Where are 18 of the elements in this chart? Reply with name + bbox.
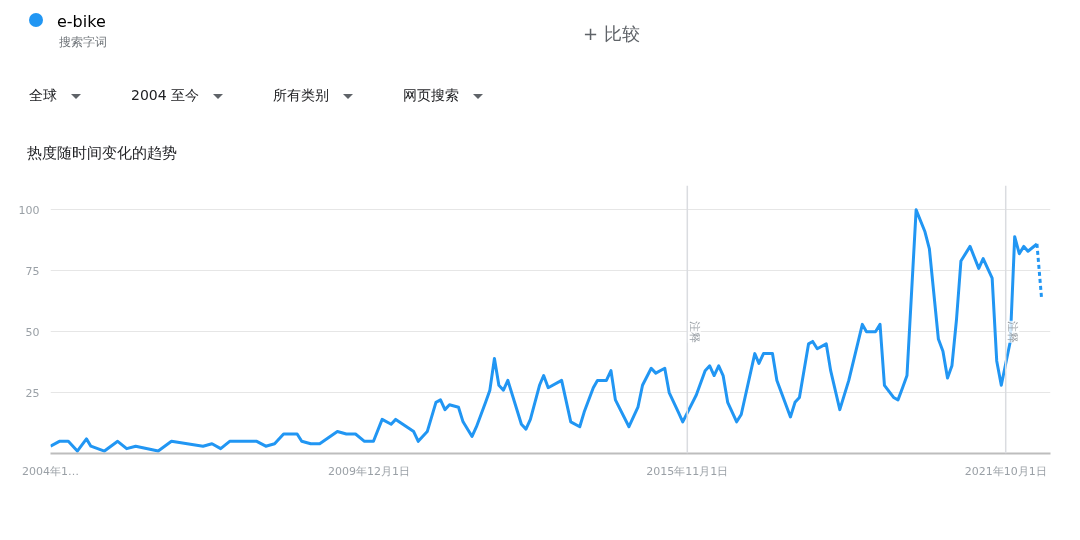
text: 搜索字词 — [59, 33, 108, 51]
y-tick-label: 75 — [25, 264, 40, 278]
legend-label: e-bike — [57, 12, 106, 31]
x-tick-label: 2021年10月1日 — [964, 464, 1047, 478]
text: + 比较 — [582, 22, 641, 46]
chart-title: 热度随时间变化的趋势 — [26, 143, 178, 164]
y-tick-label: 100 — [18, 203, 40, 217]
x-tick-label: 2004年1… — [22, 464, 79, 478]
text: 全球 — [29, 87, 58, 103]
ref-line-label: 注释 — [1006, 320, 1020, 343]
y-tick-label: 25 — [25, 386, 40, 400]
x-tick-label: 2009年12月1日 — [327, 464, 410, 478]
x-tick-label: 2015年11月1日 — [646, 464, 729, 478]
text: 所有类别 — [273, 87, 331, 103]
ref-line-label: 注释 — [687, 320, 701, 343]
y-tick-label: 50 — [25, 325, 40, 339]
text: 2004 至今 — [131, 87, 201, 103]
text: 网页搜索 — [403, 87, 461, 103]
